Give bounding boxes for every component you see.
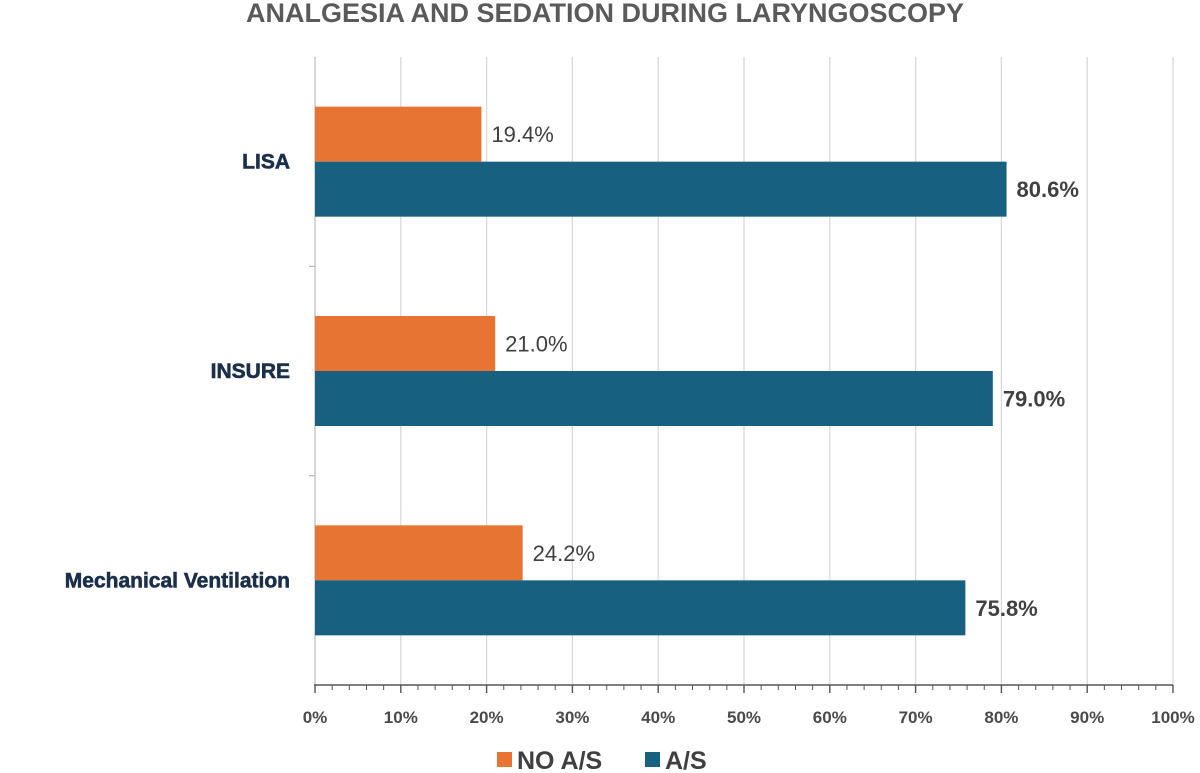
x-tick-label: 50% [727,708,761,727]
legend-swatch [497,752,512,767]
x-tick-label: 100% [1151,708,1194,727]
x-tick-label: 60% [813,708,847,727]
data-label: 24.2% [533,541,595,566]
data-label: 79.0% [1003,387,1065,412]
bar-a-s-mechanical-ventilation [315,580,966,636]
category-label: Mechanical Ventilation [65,569,290,592]
bar-no-a-s-mechanical-ventilation [315,525,523,581]
data-label: 75.8% [975,596,1037,621]
data-label: 21.0% [505,332,567,357]
category-label: LISA [242,151,290,174]
x-tick-label: 80% [984,708,1018,727]
legend-label: A/S [665,747,707,773]
x-tick-label: 90% [1070,708,1104,727]
bar-a-s-insure [315,371,993,426]
x-tick-label: 40% [641,708,675,727]
legend-label: NO A/S [517,747,602,773]
bar-a-s-lisa [315,161,1007,217]
data-label: 19.4% [491,122,553,147]
bars [315,106,1007,636]
bar-no-a-s-insure [315,316,496,371]
data-labels: 19.4% 80.6% 21.0% 79.0% 24.2% 75.8% [491,122,1078,621]
x-tick-label: 30% [555,708,589,727]
legend: NO A/S A/S [497,747,707,773]
bar-no-a-s-lisa [315,106,482,162]
legend-swatch [645,752,660,767]
data-label: 80.6% [1017,177,1079,202]
x-tick-label: 70% [899,708,933,727]
x-tick-label: 20% [470,708,504,727]
x-tick-label: 10% [384,708,418,727]
chart-title: ANALGESIA AND SEDATION DURING LARYNGOSCO… [246,0,964,28]
axes: 0% 10% 20% 30% 40% 50% 60% 70% 80% 90% 100% LISA INS… [64,57,1195,727]
x-tick-label: 0% [303,708,328,727]
category-label: INSURE [211,360,290,383]
